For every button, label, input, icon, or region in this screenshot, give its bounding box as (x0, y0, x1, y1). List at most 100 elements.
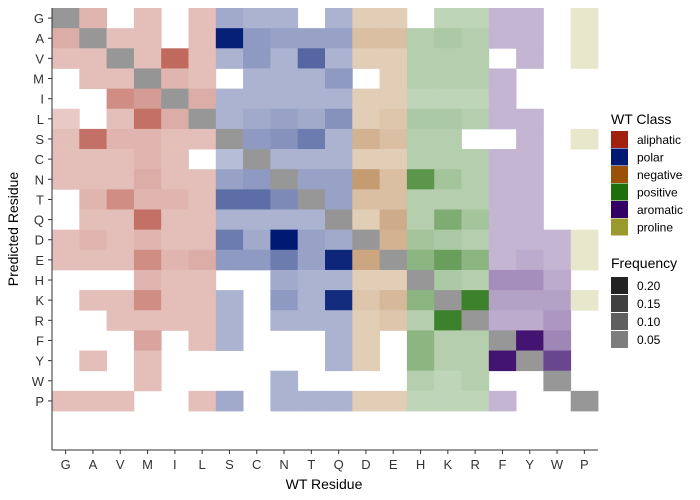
heatmap-cell-M-T (297, 68, 326, 89)
heatmap-cell-F-K (434, 330, 462, 351)
heatmap-cell-S-S (215, 128, 244, 150)
heatmap-cell-L-F (488, 108, 517, 130)
heatmap-cell-S-P (570, 128, 599, 150)
heatmap-cell-C-K (434, 149, 462, 170)
legend-label-positive: positive (637, 186, 678, 200)
heatmap-cell-N-R (461, 169, 490, 190)
heatmap-cell-N-E (379, 169, 408, 190)
heatmap-cell-T-S (215, 189, 244, 210)
heatmap-cell-H-H (406, 269, 435, 291)
heatmap-cell-V-Y (516, 48, 544, 69)
x-tick-label: W (551, 457, 564, 472)
heatmap-cell-E-D (352, 249, 380, 271)
heatmap-cell-M-V (106, 68, 135, 89)
heatmap-cell-M-N (270, 68, 299, 89)
heatmap-cell-T-A (79, 189, 107, 210)
heatmap-cell-E-S (215, 249, 244, 271)
y-tick-label: M (33, 72, 44, 87)
heatmap-cell-R-L (188, 310, 217, 331)
heatmap-cell-E-N (270, 249, 299, 271)
heatmap-cell-V-H (406, 48, 435, 69)
y-tick-label: H (35, 273, 44, 288)
heatmap-cell-K-K (434, 290, 462, 311)
x-tick-label: H (416, 457, 425, 472)
heatmap-cell-S-A (79, 128, 107, 150)
y-tick-label: W (32, 374, 45, 389)
heatmap-cell-E-L (188, 249, 217, 271)
legend-swatch-negative (611, 166, 628, 183)
heatmap-cell-I-Q (325, 88, 353, 110)
heatmap-cell-A-M (133, 28, 162, 49)
x-tick-label: L (199, 457, 206, 472)
legend-frequency-label: 0.15 (637, 297, 661, 311)
y-tick-label: T (36, 192, 44, 207)
heatmap-cell-Y-Q (325, 350, 353, 372)
heatmap-cell-V-C (243, 48, 271, 69)
heatmap-cell-W-N (270, 370, 299, 392)
heatmap-cell-F-S (215, 330, 244, 351)
heatmap-cell-K-T (297, 290, 326, 311)
heatmap-cell-N-K (434, 169, 462, 190)
heatmap-cell-K-W (543, 290, 572, 311)
heatmap-cell-L-S (215, 108, 244, 130)
heatmap-cell-W-K (434, 370, 462, 392)
heatmap-cell-E-C (243, 249, 271, 271)
y-tick-label: P (35, 394, 44, 409)
heatmap-cell-D-Q (325, 229, 353, 251)
heatmap-cell-G-D (352, 8, 380, 29)
heatmap-cell-P-Q (325, 390, 353, 412)
heatmap-cell-D-D (352, 229, 380, 251)
heatmap-cell-G-P (570, 8, 599, 29)
heatmap-cell-I-F (488, 88, 517, 110)
x-tick-label: A (89, 457, 98, 472)
heatmap-cell-S-Y (516, 128, 544, 150)
heatmap-cell-K-Y (516, 290, 544, 311)
heatmap-cell-R-F (488, 310, 517, 331)
heatmap-cell-F-Y (516, 330, 544, 351)
heatmap-cell-D-I (161, 229, 189, 251)
heatmap-cell-H-Y (516, 269, 544, 291)
heatmap-cell-H-T (297, 269, 326, 291)
heatmap-cell-N-A (79, 169, 107, 190)
heatmap-cell-Q-I (161, 209, 189, 231)
legend-label-aromatic: aromatic (637, 203, 683, 217)
heatmap-cell-C-S (215, 149, 244, 170)
heatmap-cell-R-E (379, 310, 408, 331)
legend-swatch-aliphatic (611, 131, 628, 148)
legend-label-proline: proline (637, 221, 673, 235)
heatmap-cell-E-P (570, 249, 599, 271)
heatmap-cell-P-S (215, 390, 244, 412)
heatmap-cell-Y-Y (516, 350, 544, 372)
heatmap-cell-H-L (188, 269, 217, 291)
heatmap-cell-F-R (461, 330, 490, 351)
heatmap-cell-A-V (106, 28, 135, 49)
heatmap-cell-S-T (297, 128, 326, 150)
heatmap-cell-V-D (352, 48, 380, 69)
heatmap-cell-T-Q (325, 189, 353, 210)
heatmap-cell-V-S (215, 48, 244, 69)
heatmap-cell-V-G (52, 48, 80, 69)
heatmap-cell-K-Q (325, 290, 353, 311)
heatmap-cell-A-Q (325, 28, 353, 49)
heatmap-cell-S-C (243, 128, 271, 150)
y-tick-label: Y (35, 354, 44, 369)
heatmap-cell-L-E (379, 108, 408, 130)
heatmap-cell-Q-V (106, 209, 135, 231)
heatmap-cell-R-T (297, 310, 326, 331)
heatmap-cell-W-R (461, 370, 490, 392)
heatmap-cell-N-C (243, 169, 271, 190)
y-tick-label: A (35, 31, 44, 46)
heatmap-cell-R-M (133, 310, 162, 331)
heatmap-cell-Q-E (379, 209, 408, 231)
heatmap-cell-I-N (270, 88, 299, 110)
heatmap-cell-C-A (79, 149, 107, 170)
legend-frequency-swatch (611, 313, 628, 330)
heatmap-cell-M-M (133, 68, 162, 89)
legend-frequency-swatch (611, 277, 628, 294)
heatmap-cell-C-Q (325, 149, 353, 170)
heatmap-cell-C-Y (516, 149, 544, 170)
heatmap-cell-E-H (406, 249, 435, 271)
heatmap-cell-L-M (133, 108, 162, 130)
heatmap-cell-L-K (434, 108, 462, 130)
